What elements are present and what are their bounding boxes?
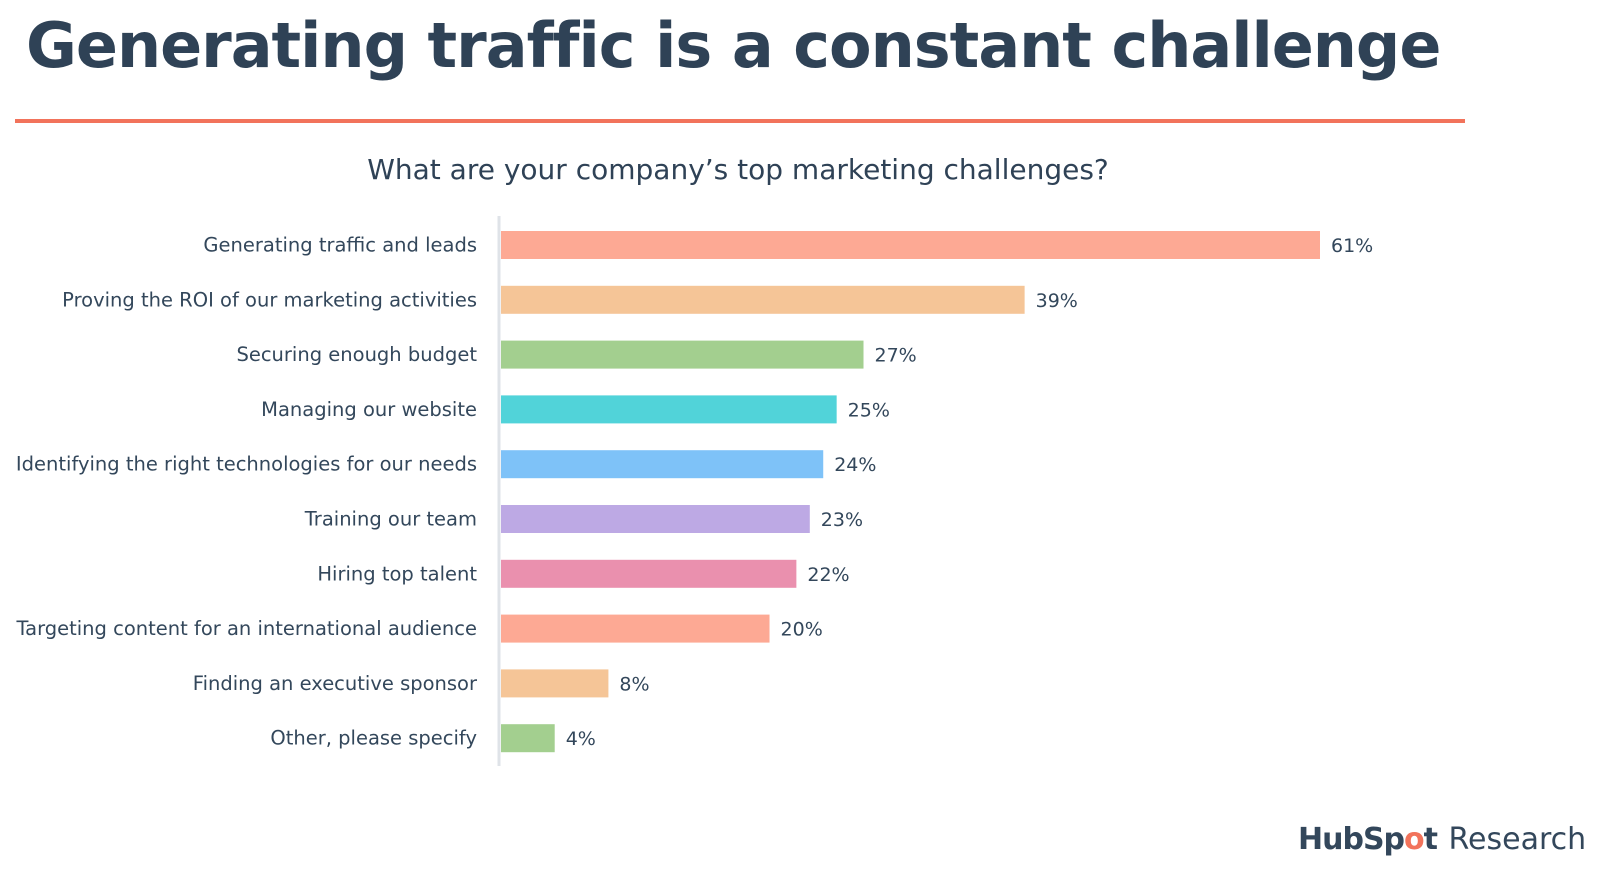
- logo-research: Research: [1448, 822, 1587, 857]
- value-label: 4%: [566, 728, 596, 750]
- category-label: Training our team: [304, 508, 477, 531]
- bar: [501, 395, 837, 424]
- category-label: Finding an executive sponsor: [193, 672, 478, 695]
- headline-divider: [15, 119, 1465, 123]
- bar: [501, 340, 864, 369]
- value-label: 27%: [875, 345, 917, 367]
- value-label: 61%: [1331, 235, 1373, 257]
- value-label: 23%: [821, 509, 863, 531]
- bar: [501, 285, 1025, 314]
- bar: [501, 559, 797, 588]
- category-label: Generating traffic and leads: [203, 234, 477, 257]
- bar: [501, 231, 1320, 259]
- value-label: 22%: [807, 564, 849, 586]
- category-label: Proving the ROI of our marketing activit…: [62, 288, 477, 311]
- hubspot-research-logo: HubSpot Research: [1298, 818, 1586, 862]
- category-label: Other, please specify: [270, 727, 477, 750]
- category-label: Managing our website: [261, 398, 477, 421]
- bar: [501, 450, 824, 479]
- headline: Generating traffic is a constant challen…: [26, 9, 1441, 82]
- value-label: 39%: [1036, 290, 1078, 312]
- logo-brand: HubSpot: [1298, 822, 1438, 857]
- bar: [501, 505, 810, 533]
- category-label: Targeting content for an international a…: [15, 617, 477, 640]
- value-label: 8%: [619, 673, 649, 695]
- bar: [501, 669, 609, 698]
- value-label: 24%: [834, 454, 876, 476]
- value-label: 25%: [848, 399, 890, 421]
- category-label: Securing enough budget: [236, 343, 477, 366]
- bar: [501, 614, 770, 643]
- sprocket-icon: o: [1404, 822, 1425, 857]
- value-label: 20%: [781, 619, 823, 641]
- chart-question: What are your company’s top marketing ch…: [367, 153, 1109, 186]
- bar: [501, 724, 555, 753]
- category-label: Hiring top talent: [317, 562, 477, 585]
- category-label: Identifying the right technologies for o…: [16, 453, 477, 476]
